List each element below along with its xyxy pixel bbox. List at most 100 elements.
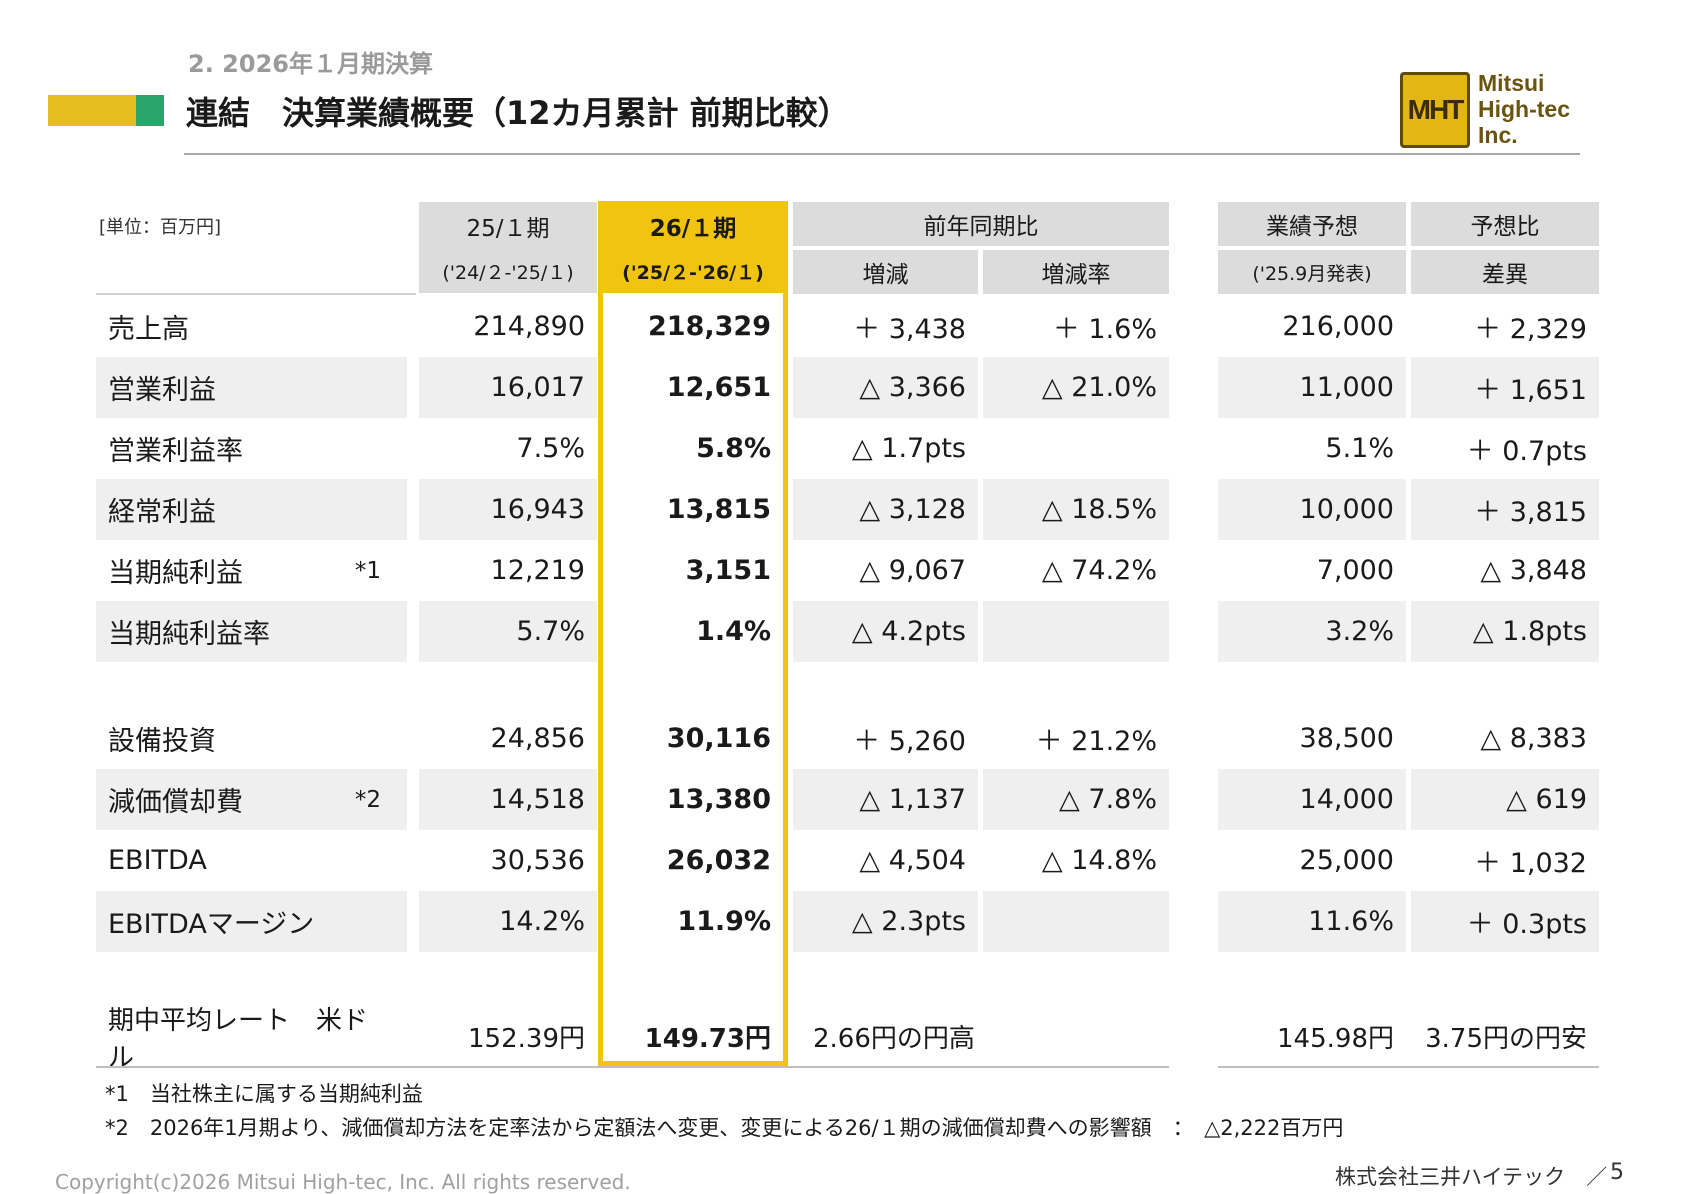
cell-forecast: 216,000 <box>1282 311 1394 342</box>
company-logo-text: Mitsui High-tec Inc. <box>1478 70 1570 148</box>
cell-curr: 149.73円 <box>644 1024 771 1054</box>
table-bottom-rule-right <box>1218 1066 1599 1068</box>
cell-change: △ 2.3pts <box>793 891 978 952</box>
cell-change: ＋ 3,438 <box>853 314 966 345</box>
cell-label: 減価償却費 *2 <box>96 769 407 830</box>
page-title: 連結 決算業績概要（12カ月累計 前期比較） <box>186 94 850 132</box>
header-divider <box>184 153 1580 155</box>
cell-forecast: 11.6% <box>1218 891 1406 952</box>
cell-diff: 3.75円の円安 <box>1425 1024 1587 1054</box>
cell-prev: 16,943 <box>419 479 597 540</box>
cell-rate: △ 14.8% <box>1041 845 1157 876</box>
copyright: Copyright(c)2026 Mitsui High-tec, Inc. A… <box>55 1170 631 1194</box>
cell-change: 2.66円の円高 <box>813 1024 975 1054</box>
cell-change: △ 3,128 <box>793 479 978 540</box>
row-label: 減価償却費 <box>108 787 243 818</box>
header-forecast-sub: ('25.9月発表) <box>1218 250 1406 294</box>
cell-diff: ＋ 1,032 <box>1474 848 1587 879</box>
cell-rate <box>983 601 1169 662</box>
accent-bar-yellow <box>48 95 136 126</box>
logo-line-2: High-tec <box>1478 96 1570 122</box>
cell-rate: △ 21.0% <box>983 357 1169 418</box>
row-label: 経常利益 <box>108 497 216 528</box>
cell-forecast: 3.2% <box>1218 601 1406 662</box>
cell-curr: 218,329 <box>648 311 771 342</box>
cell-label: EBITDA <box>96 830 407 891</box>
cell-curr: 1.4% <box>696 616 771 647</box>
row-label: EBITDA <box>108 845 207 876</box>
cell-change: △ 4,504 <box>859 845 966 876</box>
header-forecast: 業績予想 <box>1218 202 1406 246</box>
cell-curr: 26,032 <box>666 845 771 876</box>
cell-forecast: 14,000 <box>1218 769 1406 830</box>
cell-rate: △ 18.5% <box>983 479 1169 540</box>
cell-change: △ 1,137 <box>793 769 978 830</box>
cell-prev: 24,856 <box>490 723 585 754</box>
cell-forecast: 7,000 <box>1316 555 1394 586</box>
cell-forecast: 10,000 <box>1218 479 1406 540</box>
cell-label: 営業利益率 <box>96 418 407 479</box>
cell-rate <box>983 891 1169 952</box>
row-label: 営業利益 <box>108 375 216 406</box>
row-label: 営業利益率 <box>108 436 243 467</box>
header-vs-forecast-diff: 差異 <box>1411 250 1599 294</box>
logo-line-3: Inc. <box>1478 122 1518 148</box>
cell-forecast: 145.98円 <box>1277 1024 1394 1054</box>
cell-rate: ＋ 21.2% <box>1035 726 1157 757</box>
cell-label: 当期純利益 *1 <box>96 540 407 601</box>
cell-curr: 11.9% <box>677 906 771 937</box>
cell-label: EBITDAマージン <box>96 891 407 952</box>
cell-diff: △ 8,383 <box>1480 723 1587 754</box>
cell-prev: 14.2% <box>419 891 597 952</box>
page-number: 5 <box>1610 1160 1624 1185</box>
header-curr-range: ('25/２-'26/１) <box>603 249 783 293</box>
cell-curr: 5.8% <box>696 433 771 464</box>
cell-curr: 3,151 <box>685 555 771 586</box>
company-logo-mark: MHT <box>1400 72 1470 148</box>
header-curr-period: 26/１期 <box>603 202 783 249</box>
cell-label: 期中平均レート 米ドル <box>96 1006 407 1073</box>
header-prev-period: 25/１期 <box>419 202 597 249</box>
header-yoy-rate: 増減率 <box>983 250 1169 294</box>
cell-curr: 12,651 <box>666 372 771 403</box>
header-yoy: 前年同期比 <box>793 202 1169 246</box>
header-yoy-change: 増減 <box>793 250 978 294</box>
cell-prev: 5.7% <box>419 601 597 662</box>
cell-diff: △ 1.8pts <box>1411 601 1599 662</box>
cell-label: 設備投資 <box>96 708 407 769</box>
header-rule-left <box>96 293 416 295</box>
footnote-1: *1 当社株主に属する当期純利益 <box>105 1082 423 1106</box>
cell-curr: 30,116 <box>666 723 771 754</box>
cell-curr: 13,815 <box>666 494 771 525</box>
accent-bar-green <box>136 95 164 126</box>
cell-diff: ＋ 1,651 <box>1411 357 1599 418</box>
cell-diff: ＋ 3,815 <box>1411 479 1599 540</box>
cell-diff: △ 3,848 <box>1480 555 1587 586</box>
cell-label: 売上高 <box>96 296 407 357</box>
cell-diff: ＋ 2,329 <box>1474 314 1587 345</box>
cell-prev: 7.5% <box>516 433 585 464</box>
cell-rate: △ 7.8% <box>983 769 1169 830</box>
cell-diff: ＋ 0.3pts <box>1411 891 1599 952</box>
cell-diff: ＋ 0.7pts <box>1466 436 1587 467</box>
header-prev-range: ('24/２-'25/１) <box>419 249 597 293</box>
cell-prev: 214,890 <box>473 311 585 342</box>
row-label: 売上高 <box>108 314 189 345</box>
cell-change: ＋ 5,260 <box>853 726 966 757</box>
row-label: 当期純利益率 <box>108 619 270 650</box>
row-note-mark: *1 <box>354 557 381 584</box>
cell-prev: 12,219 <box>490 555 585 586</box>
cell-forecast: 5.1% <box>1325 433 1394 464</box>
cell-prev: 16,017 <box>419 357 597 418</box>
cell-forecast: 25,000 <box>1299 845 1394 876</box>
footnote-2: *2 2026年1月期より、減価償却方法を定率法から定額法へ変更、変更による26… <box>105 1116 1344 1140</box>
cell-prev: 30,536 <box>490 845 585 876</box>
row-label: 期中平均レート 米ドル <box>108 1005 369 1073</box>
cell-rate <box>983 1006 1169 1067</box>
cell-rate: ＋ 1.6% <box>1052 314 1157 345</box>
row-label: 設備投資 <box>108 726 216 757</box>
logo-line-1: Mitsui <box>1478 70 1545 96</box>
cell-label: 経常利益 <box>96 479 407 540</box>
company-name: 株式会社三井ハイテック ／ <box>1335 1165 1608 1189</box>
table-bottom-rule-left <box>96 1066 1169 1068</box>
